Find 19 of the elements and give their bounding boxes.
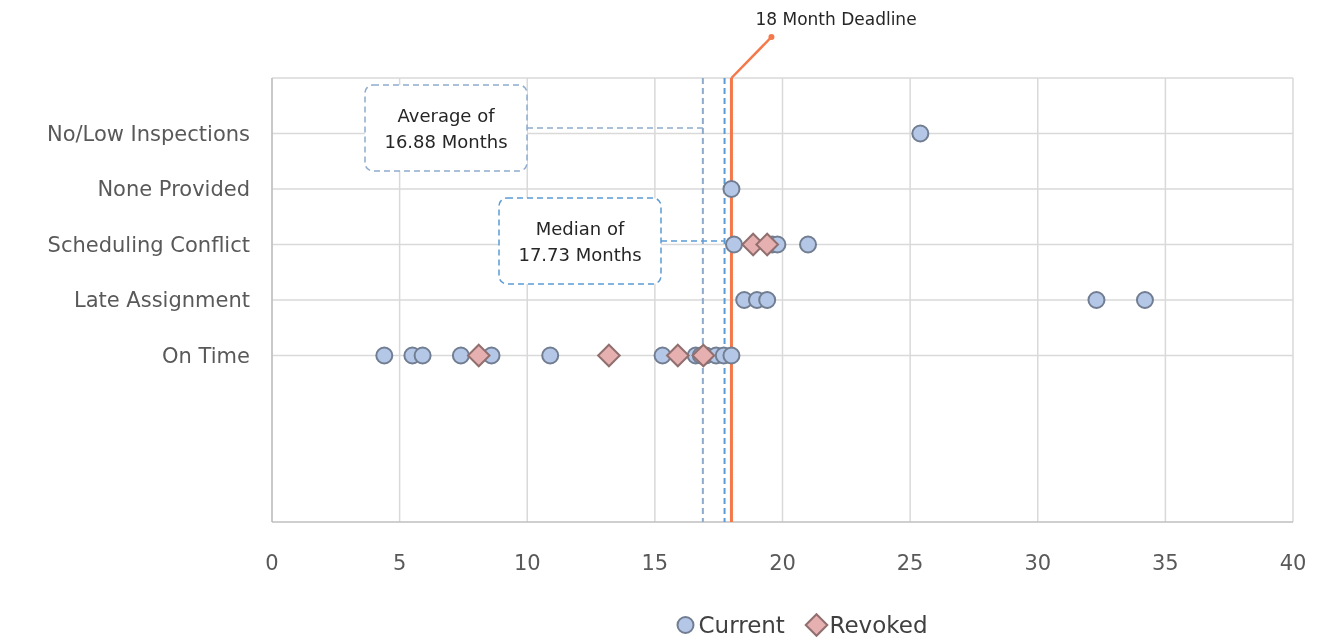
x-tick-label: 25	[896, 551, 924, 575]
y-tick-label: None Provided	[97, 177, 250, 202]
legend-label: Current	[698, 612, 785, 639]
x-tick-label: 20	[769, 551, 796, 575]
x-tick-label: 5	[392, 551, 407, 575]
x-tick-label: 30	[1024, 551, 1052, 575]
y-tick-label: No/Low Inspections	[46, 121, 250, 146]
ref-line-label: Average of 16.88 Months	[384, 105, 508, 153]
x-tick-label: 15	[641, 551, 669, 575]
ref-line-label: 18 Month Deadline	[755, 9, 917, 29]
y-tick-label: Scheduling Conflict	[47, 232, 250, 257]
legend-label: Revoked	[829, 612, 928, 639]
x-tick-label: 10	[513, 551, 541, 575]
x-tick-label: 0	[265, 551, 279, 575]
y-tick-label: On Time	[162, 343, 250, 368]
x-tick-label: 35	[1152, 551, 1179, 575]
y-tick-label: Late Assignment	[73, 288, 250, 313]
x-tick-label: 40	[1279, 551, 1307, 575]
ref-line-label: Median of 17.73 Months	[518, 218, 642, 266]
